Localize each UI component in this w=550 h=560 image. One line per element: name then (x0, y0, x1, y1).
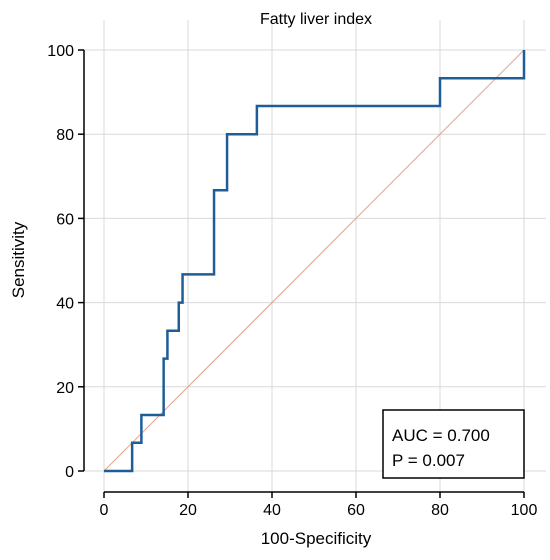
reference-diagonal-line (103, 49, 525, 472)
y-axis-label: Sensitivity (9, 221, 28, 298)
chart-title: Fatty liver index (260, 11, 372, 28)
x-tick-label: 20 (179, 502, 197, 519)
y-tick-label: 100 (47, 43, 74, 60)
p-value-label: P = 0.007 (392, 451, 465, 470)
x-tick-label: 80 (431, 502, 449, 519)
y-tick-label: 20 (56, 380, 74, 397)
annotation-frame (382, 409, 525, 479)
x-axis-label: 100-Specificity (261, 529, 372, 548)
y-tick-label: 40 (56, 296, 74, 313)
axes (83, 50, 524, 493)
roc-curve (104, 50, 526, 473)
y-tick-label: 60 (56, 211, 74, 228)
auc-label: AUC = 0.700 (392, 426, 490, 445)
x-tick-label: 0 (100, 502, 109, 519)
y-tick-label: 80 (56, 127, 74, 144)
x-tick-label: 60 (347, 502, 365, 519)
x-tick-label: 100 (511, 502, 538, 519)
y-tick-label: 0 (65, 464, 74, 481)
ticks: 0 20 40 60 80 100 0 20 40 60 80 100 (47, 43, 537, 519)
x-tick-label: 40 (263, 502, 281, 519)
auc-annotation-box: AUC = 0.700 P = 0.007 (382, 409, 525, 479)
grid (84, 20, 546, 492)
